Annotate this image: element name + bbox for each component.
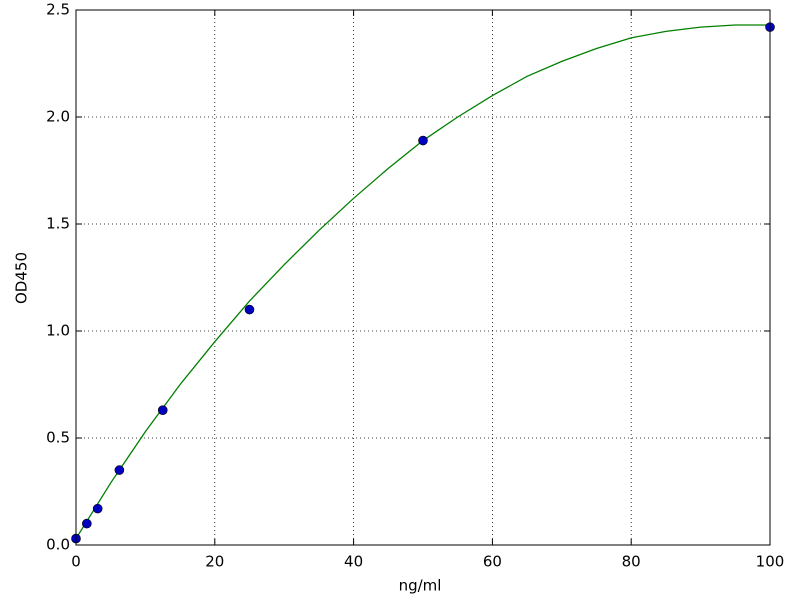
data-point: [82, 518, 92, 529]
y-tick-label: 2.5: [46, 1, 70, 19]
plot-frame: [75, 9, 771, 546]
data-point: [244, 304, 255, 315]
data-point: [418, 135, 428, 146]
x-tick-label: 20: [205, 553, 224, 571]
fit-curve: [75, 24, 770, 539]
x-tick-label: 100: [756, 553, 785, 571]
y-tick-label: 1.0: [46, 322, 70, 340]
x-tick-label: 80: [622, 553, 641, 571]
data-point: [114, 465, 125, 475]
y-tick-label: 1.5: [46, 215, 70, 233]
x-axis-label: ng/ml: [399, 577, 442, 595]
x-tick-label: 40: [344, 553, 363, 571]
y-tick-label: 2.0: [46, 108, 70, 126]
y-axis-label: OD450: [13, 252, 31, 304]
y-tick-label: 0.5: [46, 429, 70, 447]
x-tick-label: 60: [483, 553, 502, 571]
y-tick-label: 0.0: [46, 536, 70, 554]
x-tick-label: 0: [71, 553, 81, 571]
data-point: [157, 405, 168, 415]
data-point: [92, 503, 103, 514]
